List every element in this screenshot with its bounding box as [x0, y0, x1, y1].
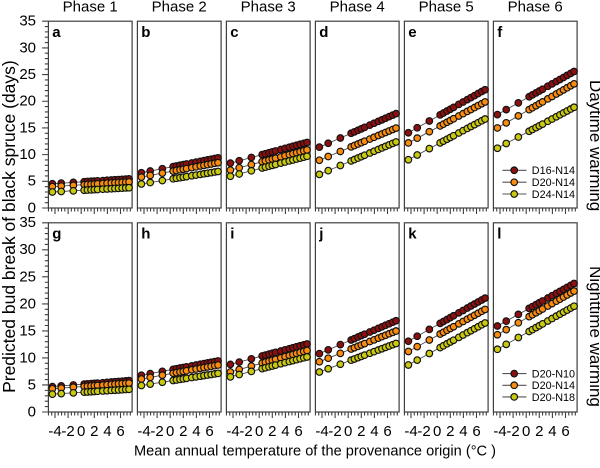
svg-text:15: 15	[19, 322, 36, 339]
svg-text:0: 0	[255, 423, 263, 440]
svg-text:4: 4	[548, 423, 556, 440]
svg-text:Phase 4: Phase 4	[330, 0, 385, 16]
svg-text:D20-N14: D20-N14	[532, 380, 575, 392]
svg-text:Phase 1: Phase 1	[63, 0, 118, 16]
svg-text:-4: -4	[48, 423, 61, 440]
svg-text:0: 0	[344, 423, 352, 440]
svg-text:Phase 2: Phase 2	[152, 0, 207, 16]
svg-text:D20-N10: D20-N10	[532, 369, 575, 381]
svg-text:Daytime warming: Daytime warming	[586, 80, 600, 211]
svg-text:4: 4	[370, 423, 378, 440]
svg-text:Phase 3: Phase 3	[241, 0, 296, 16]
svg-text:D20-N14: D20-N14	[532, 177, 575, 189]
svg-text:-2: -2	[328, 423, 341, 440]
svg-text:-2: -2	[417, 423, 430, 440]
svg-text:e: e	[408, 24, 416, 41]
svg-text:5: 5	[28, 376, 36, 393]
svg-text:D24-N14: D24-N14	[532, 189, 575, 201]
svg-text:4: 4	[192, 423, 200, 440]
svg-text:25: 25	[19, 66, 36, 83]
svg-text:-2: -2	[239, 423, 252, 440]
svg-text:10: 10	[19, 349, 36, 366]
svg-text:-4: -4	[226, 423, 239, 440]
svg-text:20: 20	[19, 93, 36, 110]
svg-text:0: 0	[77, 423, 85, 440]
svg-text:a: a	[52, 24, 61, 41]
svg-text:6: 6	[383, 423, 391, 440]
svg-text:2: 2	[357, 423, 365, 440]
svg-text:4: 4	[103, 423, 111, 440]
svg-text:-2: -2	[506, 423, 519, 440]
svg-text:-2: -2	[150, 423, 163, 440]
svg-text:4: 4	[459, 423, 467, 440]
svg-text:-4: -4	[315, 423, 328, 440]
svg-text:20: 20	[19, 295, 36, 312]
svg-text:35: 35	[19, 214, 36, 231]
svg-text:D20-N18: D20-N18	[532, 392, 575, 404]
svg-text:25: 25	[19, 268, 36, 285]
svg-text:c: c	[230, 24, 238, 41]
svg-text:k: k	[408, 226, 417, 243]
svg-text:0: 0	[166, 423, 174, 440]
svg-text:-2: -2	[61, 423, 74, 440]
svg-text:6: 6	[205, 423, 213, 440]
svg-text:f: f	[497, 24, 503, 41]
svg-text:6: 6	[472, 423, 480, 440]
svg-text:0: 0	[28, 199, 36, 216]
svg-text:6: 6	[561, 423, 569, 440]
svg-text:l: l	[497, 226, 501, 243]
svg-text:6: 6	[294, 423, 302, 440]
svg-text:15: 15	[19, 119, 36, 136]
svg-text:-4: -4	[493, 423, 506, 440]
svg-text:Predicted bud break of black s: Predicted bud break of black spruce (day…	[0, 60, 19, 393]
svg-text:Phase 5: Phase 5	[419, 0, 474, 16]
svg-text:2: 2	[535, 423, 543, 440]
svg-text:2: 2	[446, 423, 454, 440]
svg-text:30: 30	[19, 39, 36, 56]
svg-text:b: b	[141, 24, 150, 41]
svg-text:2: 2	[179, 423, 187, 440]
svg-text:d: d	[319, 24, 328, 41]
svg-text:6: 6	[116, 423, 124, 440]
svg-text:0: 0	[433, 423, 441, 440]
svg-text:Mean annual temperature of the: Mean annual temperature of the provenanc…	[134, 444, 496, 460]
svg-text:-4: -4	[404, 423, 417, 440]
svg-text:-4: -4	[137, 423, 150, 440]
svg-text:j: j	[318, 226, 323, 243]
svg-text:h: h	[141, 226, 150, 243]
svg-text:g: g	[52, 226, 61, 243]
svg-text:i: i	[230, 226, 234, 243]
svg-text:0: 0	[28, 403, 36, 420]
svg-text:4: 4	[281, 423, 289, 440]
svg-text:2: 2	[268, 423, 276, 440]
svg-text:30: 30	[19, 241, 36, 258]
svg-text:Nighttime warming: Nighttime warming	[586, 266, 600, 407]
svg-text:35: 35	[19, 13, 36, 30]
svg-text:Phase 6: Phase 6	[508, 0, 563, 16]
svg-text:5: 5	[28, 173, 36, 190]
svg-text:10: 10	[19, 146, 36, 163]
svg-text:2: 2	[90, 423, 98, 440]
svg-text:0: 0	[522, 423, 530, 440]
svg-text:D16-N14: D16-N14	[532, 165, 575, 177]
